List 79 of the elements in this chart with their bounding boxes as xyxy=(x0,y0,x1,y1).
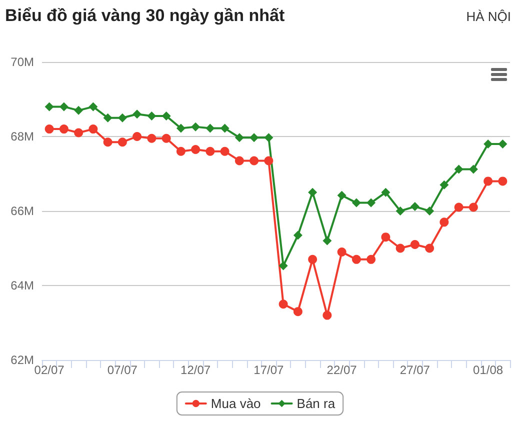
x-tick-label: 02/07 xyxy=(34,363,65,377)
point xyxy=(322,310,332,320)
point xyxy=(250,133,259,142)
point xyxy=(147,134,156,143)
point xyxy=(440,218,449,227)
point xyxy=(381,188,390,197)
x-tick-label: 27/07 xyxy=(400,363,430,377)
point xyxy=(293,307,302,316)
chart-title: Biểu đồ giá vàng 30 ngày gần nhất xyxy=(5,6,285,25)
point xyxy=(220,146,230,156)
point xyxy=(132,110,142,119)
x-tick-label: 01/08 xyxy=(473,363,504,377)
point xyxy=(234,156,244,166)
x-tick-label: 07/07 xyxy=(107,363,138,377)
point xyxy=(44,102,54,112)
legend-label: Mua vào xyxy=(210,396,261,411)
point xyxy=(191,122,200,132)
point xyxy=(74,128,84,138)
y-tick-label: 68M xyxy=(10,130,34,144)
point xyxy=(337,190,346,200)
point xyxy=(88,124,98,134)
point xyxy=(88,102,98,112)
point xyxy=(468,164,478,174)
point xyxy=(118,138,127,147)
point xyxy=(366,254,376,264)
point xyxy=(206,124,215,133)
point xyxy=(264,156,274,166)
point xyxy=(308,254,318,264)
point xyxy=(396,206,405,216)
point xyxy=(352,198,361,208)
legend-label: Bán ra xyxy=(296,396,336,411)
point xyxy=(132,132,142,141)
point xyxy=(74,106,84,115)
point xyxy=(44,124,54,134)
point xyxy=(118,113,127,122)
point xyxy=(337,247,346,256)
point xyxy=(59,102,68,112)
point xyxy=(396,244,405,253)
point xyxy=(176,146,186,156)
point xyxy=(468,202,478,212)
point xyxy=(103,113,112,122)
point xyxy=(440,180,449,190)
point xyxy=(147,112,156,121)
point xyxy=(59,124,68,134)
x-tick-label: 12/07 xyxy=(180,363,211,377)
point xyxy=(454,202,464,212)
y-tick-label: 62M xyxy=(10,353,34,367)
point xyxy=(425,244,434,253)
point xyxy=(278,300,288,309)
point xyxy=(206,146,215,156)
chart-subtitle: HÀ NỘI xyxy=(466,9,512,24)
point xyxy=(322,236,332,246)
point xyxy=(191,145,200,154)
point xyxy=(162,112,171,121)
point xyxy=(366,198,376,208)
y-tick-label: 66M xyxy=(10,204,34,218)
point xyxy=(454,164,464,174)
point xyxy=(352,254,361,264)
point xyxy=(278,261,288,270)
point xyxy=(250,156,259,166)
x-tick-label: 22/07 xyxy=(326,363,358,377)
point xyxy=(410,202,420,212)
y-tick-label: 70M xyxy=(10,55,34,69)
point xyxy=(264,133,274,142)
point xyxy=(176,124,186,133)
x-tick-label: 17/07 xyxy=(254,363,284,377)
point xyxy=(293,230,302,240)
point xyxy=(103,138,112,147)
point xyxy=(381,232,390,242)
point xyxy=(425,206,434,216)
point xyxy=(308,188,318,197)
y-tick-label: 64M xyxy=(10,278,34,292)
point xyxy=(234,133,244,142)
point xyxy=(410,240,420,250)
point xyxy=(220,124,230,133)
point xyxy=(498,139,508,148)
point xyxy=(162,134,171,143)
point xyxy=(498,176,508,186)
point xyxy=(484,176,493,186)
